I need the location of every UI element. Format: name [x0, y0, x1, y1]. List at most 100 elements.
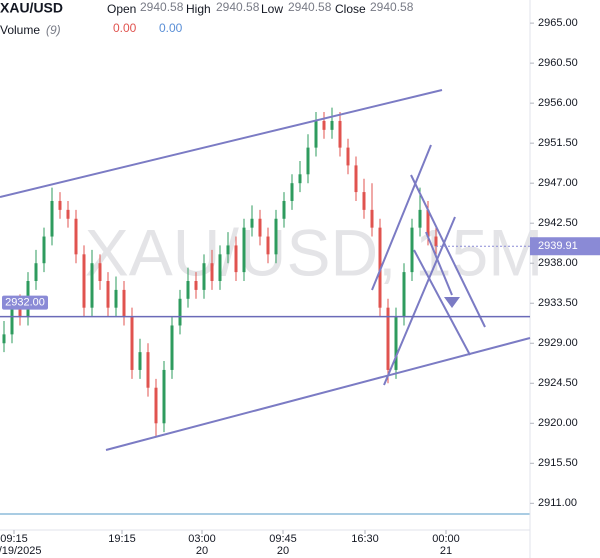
close-value: 2940.58 [370, 0, 414, 14]
volume-value: 0.00 [159, 21, 183, 35]
candle-body [370, 209, 374, 228]
trend-line [383, 216, 456, 386]
candle-body [162, 369, 166, 424]
candle-body [314, 120, 318, 148]
y-tick-label: 2929.00 [538, 337, 578, 349]
candle-body [242, 227, 246, 273]
low-label: Low [261, 2, 283, 16]
trend-line [413, 249, 471, 356]
x-tick-label: 16:30 [351, 533, 379, 545]
candle-body [210, 263, 214, 282]
trend-line [0, 89, 443, 198]
candle-body [338, 120, 342, 148]
candle-body [282, 200, 286, 219]
candle-body [154, 387, 158, 424]
candle-body [170, 325, 174, 370]
candle-body [34, 263, 38, 282]
y-tick-label: 2938.00 [538, 257, 578, 269]
volume-period: (9) [46, 23, 61, 37]
high-value: 2940.58 [216, 0, 260, 14]
y-tick-label: 2942.50 [538, 217, 578, 229]
x-tick-sublabel: 20 [277, 545, 289, 557]
x-tick-sublabel: 02/19/2025 [0, 545, 42, 557]
y-tick-label: 2924.50 [538, 377, 578, 389]
candle-body [322, 120, 326, 130]
candle-body [354, 165, 358, 193]
drawings [0, 89, 531, 451]
candle-body [426, 209, 430, 237]
candle-body [386, 307, 390, 370]
legend-header: XAU/USD Open 2940.58 High 2940.58 Low 29… [0, 0, 414, 37]
level-label-box [2, 295, 48, 310]
candle-body [2, 334, 6, 344]
candle-body [402, 272, 406, 317]
candle-body [202, 263, 206, 290]
trend-line [371, 144, 432, 291]
volume-label: Volume [0, 23, 40, 37]
y-tick-label: 2960.50 [538, 57, 578, 69]
x-tick-sublabel: 20 [196, 545, 208, 557]
x-tick-label: 09:45 [269, 533, 297, 545]
candle-body [130, 316, 134, 370]
candle-body [226, 245, 230, 255]
candle-body [106, 281, 110, 308]
arrow-line [425, 231, 453, 296]
candle-body [274, 218, 278, 255]
candle-body [58, 200, 62, 210]
candle-body [410, 227, 414, 273]
last-price-label: 2939.91 [538, 240, 578, 252]
y-tick-label: 2965.00 [538, 17, 578, 29]
candle-body [18, 307, 22, 317]
candle-body [10, 307, 14, 335]
y-tick-label: 2951.50 [538, 137, 578, 149]
candle-body [50, 200, 54, 237]
x-tick-label: 00:00 [432, 533, 460, 545]
volume-value: 0.00 [113, 21, 137, 35]
candle-body [98, 263, 102, 282]
open-label: Open [107, 2, 136, 16]
candle-body [258, 218, 262, 237]
candle-body [362, 192, 366, 210]
candle-body [234, 245, 238, 273]
x-tick-sublabel: 21 [440, 545, 452, 557]
candle-body [178, 298, 182, 326]
candle-body [306, 147, 310, 175]
x-tick-label: 19:15 [108, 533, 136, 545]
y-tick-label: 2920.00 [538, 417, 578, 429]
candle-body [250, 218, 254, 228]
candle-body [298, 174, 302, 184]
last-price-box [530, 237, 600, 256]
low-value: 2940.58 [288, 0, 332, 14]
candle-body [394, 316, 398, 370]
candle-body [114, 289, 118, 308]
candle-body [378, 227, 382, 308]
candle-body [90, 263, 94, 308]
x-tick-label: 03:00 [188, 533, 216, 545]
arrow-head [444, 297, 460, 308]
candle-body [186, 281, 190, 299]
candle-body [138, 352, 142, 370]
watermark: XAU/USD, 15M [85, 215, 543, 289]
candle-body [218, 254, 222, 282]
open-value: 2940.58 [140, 0, 184, 14]
candle-body [330, 120, 334, 130]
candle-body [346, 147, 350, 166]
level-label: 2932.00 [5, 296, 45, 308]
trend-line [410, 174, 486, 328]
candle-body [418, 209, 422, 228]
candle-body [266, 236, 270, 255]
x-tick-label: 09:15 [0, 533, 28, 545]
high-label: High [186, 2, 211, 16]
candle-body [194, 281, 198, 290]
candle-body [66, 209, 70, 219]
y-tick-label: 2915.50 [538, 457, 578, 469]
close-label: Close [335, 2, 366, 16]
candle-body [82, 254, 86, 308]
candle-body [74, 218, 78, 255]
candle-body [146, 352, 150, 388]
y-tick-label: 2911.00 [538, 497, 577, 509]
candle-body [122, 289, 126, 317]
trend-line [105, 337, 531, 451]
symbol: XAU/USD [0, 0, 63, 16]
